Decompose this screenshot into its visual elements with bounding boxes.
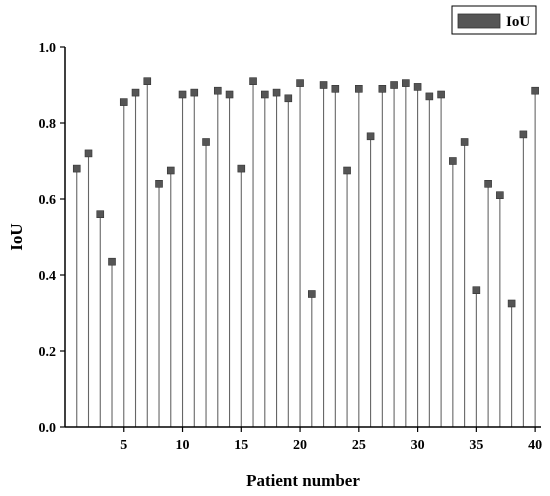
data-point-marker (507, 299, 516, 308)
data-point-marker (308, 290, 316, 298)
data-point-marker (261, 90, 269, 99)
data-point-marker (496, 191, 504, 199)
data-point-marker (366, 132, 375, 141)
data-point-marker (272, 88, 281, 97)
data-point-marker (331, 85, 340, 93)
data-point-marker (425, 92, 434, 101)
data-point-marker (155, 180, 163, 188)
axes (64, 47, 541, 428)
y-tick-label: 0.8 (39, 117, 57, 132)
data-point-marker (319, 81, 328, 89)
data-point-marker (108, 257, 116, 266)
data-point-marker (413, 83, 422, 91)
data-point-marker (284, 94, 293, 103)
x-tick-label: 35 (469, 438, 483, 453)
data-point-marker (378, 85, 387, 93)
legend-swatch (457, 13, 501, 29)
data-point-marker (390, 81, 398, 89)
data-point-marker (84, 149, 93, 158)
y-axis-title: IoU (7, 223, 26, 250)
x-tick-label: 40 (528, 438, 542, 453)
stem-lines (76, 81, 536, 427)
data-point-marker (484, 180, 492, 188)
data-point-marker (202, 138, 210, 146)
y-tick-label: 0.0 (39, 421, 57, 436)
data-point-marker (131, 88, 140, 97)
data-markers (72, 77, 539, 308)
data-point-marker (402, 79, 410, 87)
data-point-marker (460, 138, 469, 146)
data-point-marker (178, 90, 187, 99)
data-point-marker (225, 90, 234, 99)
x-tick-label: 15 (234, 438, 248, 453)
data-point-marker (166, 166, 175, 175)
x-axis-title: Patient number (246, 471, 360, 490)
legend-label: IoU (506, 14, 530, 30)
y-tick-label: 0.2 (39, 345, 57, 360)
data-point-marker (143, 77, 152, 85)
data-point-marker (437, 90, 445, 99)
x-ticks: 5 10 15 20 25 30 35 40 (120, 427, 542, 453)
data-point-marker (343, 166, 351, 175)
data-point-marker (237, 164, 246, 173)
data-point-marker (519, 130, 528, 139)
x-tick-label: 20 (293, 438, 307, 453)
x-tick-label: 25 (352, 438, 366, 453)
data-point-marker (190, 88, 199, 97)
data-point-marker (96, 210, 105, 218)
data-point-marker (296, 79, 304, 87)
data-point-marker (213, 86, 222, 95)
x-tick-label: 10 (176, 438, 190, 453)
x-tick-label: 5 (120, 438, 127, 453)
x-tick-label: 30 (411, 438, 425, 453)
data-point-marker (72, 164, 81, 173)
legend: IoU (451, 5, 537, 35)
y-ticks: 0.0 0.2 0.4 0.6 0.8 1.0 (39, 41, 65, 436)
y-tick-label: 0.6 (39, 193, 57, 208)
data-point-marker (119, 98, 128, 106)
y-tick-label: 1.0 (39, 41, 57, 56)
data-point-marker (355, 85, 363, 93)
data-point-marker (472, 286, 481, 295)
data-point-marker (531, 86, 539, 95)
data-point-marker (249, 77, 257, 85)
y-tick-label: 0.4 (39, 269, 57, 284)
data-point-marker (449, 157, 457, 165)
